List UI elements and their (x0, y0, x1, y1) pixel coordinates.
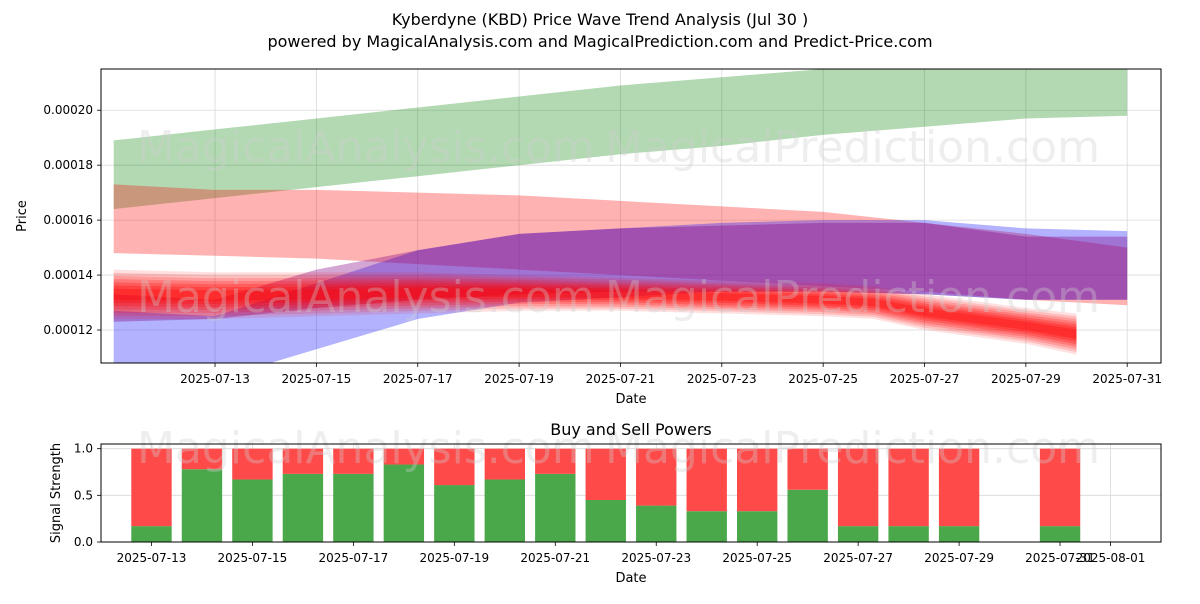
chart-title: Kyberdyne (KBD) Price Wave Trend Analysi… (392, 10, 808, 29)
y-tick-label: 0.00018 (43, 158, 93, 172)
x-tick-label: 2025-07-29 (991, 372, 1061, 386)
buy-bar (837, 526, 879, 542)
bottom-plot-title: Buy and Sell Powers (550, 420, 712, 439)
sell-bar (585, 448, 626, 500)
top-y-axis-label: Price (15, 200, 30, 232)
x-tick-label: 2025-07-25 (788, 372, 858, 386)
y-tick-label: 0.0 (74, 535, 93, 549)
forecast-band (113, 275, 1077, 350)
sell-bar (535, 448, 576, 474)
x-tick-label: 2025-07-13 (180, 372, 250, 386)
buy-bar (737, 511, 778, 542)
sell-bar (181, 448, 223, 470)
x-tick-label: 2025-07-23 (621, 551, 691, 565)
sell-bar (282, 448, 324, 474)
buy-bar (484, 479, 525, 542)
buy-bar (686, 511, 727, 542)
wave-band-0 (113, 69, 1128, 210)
buy-bar (333, 473, 374, 542)
forecast-band (113, 282, 1077, 345)
x-tick-label: 2025-07-27 (890, 372, 960, 386)
x-tick-label: 2025-07-27 (823, 551, 893, 565)
x-tick-label: 2025-07-15 (218, 551, 288, 565)
forecast-band (113, 288, 1077, 339)
sell-bar (787, 448, 828, 490)
signal-plot: 0.0 0.5 1.0 2025-07-13 2025-07-15 2025-07-17 2… (49, 423, 1162, 586)
price-plot: 2025-07-13 2025-07-15 2025-07-17 2025-07-19… (15, 68, 1162, 407)
x-tick-label: 2025-07-25 (722, 551, 792, 565)
sell-bar (232, 448, 273, 480)
buy-bar (787, 489, 828, 542)
y-tick-label: 0.5 (74, 488, 93, 502)
x-tick-label: 2025-07-31 (1025, 551, 1095, 565)
x-tick-label: 2025-08-01 (1076, 551, 1146, 565)
forecast-band (113, 272, 1077, 353)
watermark-text: MagicalPrediction.com (605, 122, 1100, 173)
buy-bar (383, 464, 425, 542)
sell-bar (333, 448, 374, 474)
x-tick-label: 2025-07-19 (419, 551, 489, 565)
buy-bar (938, 526, 980, 542)
x-tick-label: 2025-07-31 (1092, 372, 1162, 386)
watermark-text: MagicalAnalysis.com (137, 122, 595, 173)
x-tick-label: 2025-07-29 (924, 551, 994, 565)
watermark-text: MagicalPrediction.com (605, 423, 1100, 474)
y-tick-label: 0.00020 (43, 103, 93, 117)
buy-bar (585, 500, 626, 542)
forecast-band (113, 285, 1077, 342)
forecast-band (113, 279, 1077, 347)
buy-bar (282, 473, 324, 542)
bottom-y-axis-label: Signal Strength (49, 443, 64, 543)
sell-bar (686, 448, 727, 512)
bottom-x-axis-label: Date (615, 571, 646, 586)
x-tick-label: 2025-07-21 (520, 551, 590, 565)
x-tick-label: 2025-07-13 (117, 551, 187, 565)
sell-bar (131, 448, 172, 527)
sell-bar (636, 448, 677, 506)
top-series-group (113, 69, 1128, 363)
watermark-text: MagicalAnalysis.com (137, 423, 595, 474)
buy-bar (181, 469, 223, 542)
watermark-text: MagicalAnalysis.com (137, 272, 595, 323)
y-tick-label: 0.00014 (43, 268, 93, 282)
buy-bar (1039, 526, 1081, 542)
sell-bar (888, 448, 929, 527)
sell-bar (938, 448, 980, 527)
bottom-axes-frame (100, 443, 1162, 543)
y-tick-label: 1.0 (74, 442, 93, 456)
x-tick-label: 2025-07-23 (687, 372, 757, 386)
forecast-band (113, 269, 1077, 355)
x-tick-label: 2025-07-17 (319, 551, 389, 565)
buy-bar (434, 485, 475, 542)
sell-bar (383, 448, 425, 465)
sell-bar (484, 448, 525, 480)
x-tick-label: 2025-07-15 (282, 372, 352, 386)
sell-bar (1039, 448, 1081, 527)
y-tick-label: 0.00012 (43, 323, 93, 337)
buy-bar (636, 505, 677, 542)
sell-bar (434, 448, 475, 486)
wave-band-2 (113, 220, 1128, 363)
top-x-axis-label: Date (615, 392, 646, 407)
x-tick-label: 2025-07-21 (586, 372, 656, 386)
top-axes-frame (100, 68, 1162, 364)
sell-bar (737, 448, 778, 512)
wave-band-3 (113, 222, 1128, 322)
watermark-text: MagicalPrediction.com (605, 272, 1100, 323)
x-tick-label: 2025-07-19 (484, 372, 554, 386)
wave-band-1 (113, 184, 1128, 306)
x-tick-label: 2025-07-17 (383, 372, 453, 386)
buy-bar (888, 526, 929, 542)
y-tick-label: 0.00016 (43, 213, 93, 227)
buy-bar (535, 473, 576, 542)
buy-bar (131, 526, 172, 542)
chart-subtitle: powered by MagicalAnalysis.com and Magic… (267, 32, 932, 51)
sell-bar (837, 448, 879, 527)
buy-bar (232, 479, 273, 542)
